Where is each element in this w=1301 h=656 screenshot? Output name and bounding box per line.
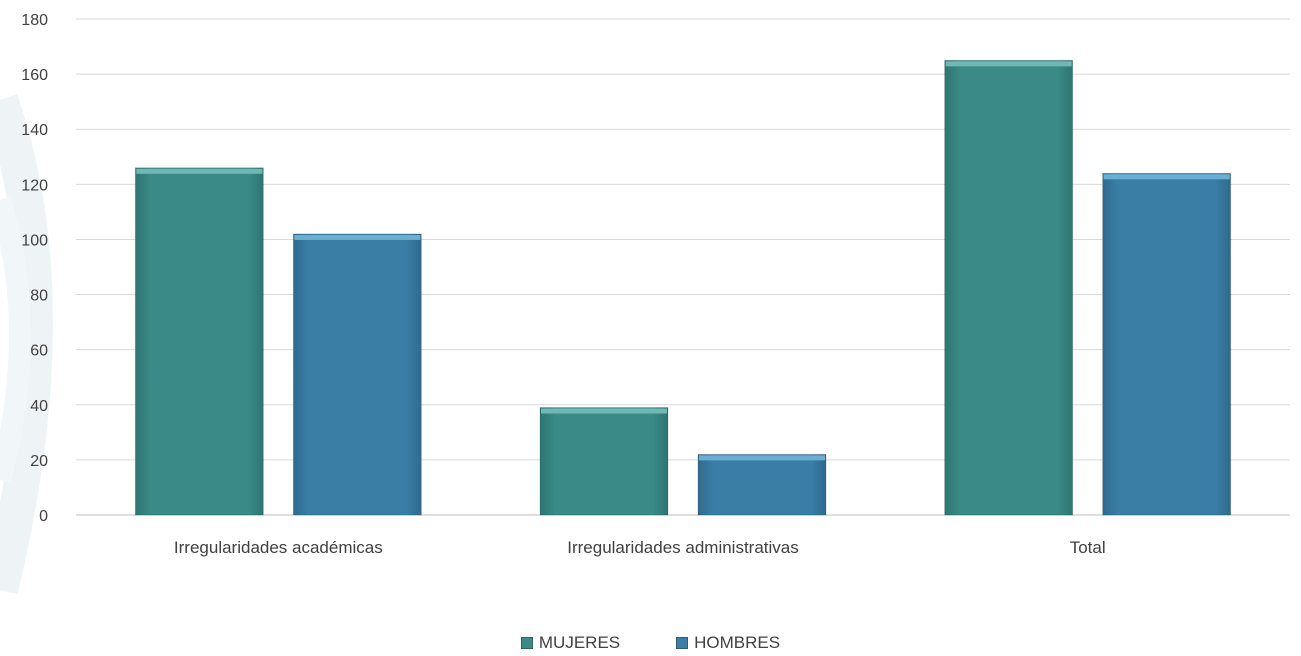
bar-mujeres-top-bevel [136,168,263,174]
bar-mujeres [134,167,264,516]
bars [134,59,1232,516]
bar-hombres-top-bevel [294,234,421,240]
y-tick-label: 140 [21,122,48,139]
y-tick-label: 80 [30,288,48,305]
x-category-label: Irregularidades administrativas [567,538,799,557]
legend: MUJERES HOMBRES [0,633,1301,653]
gridlines [76,18,1290,516]
legend-label-hombres: HOMBRES [694,633,781,652]
legend-swatch-mujeres [520,637,533,649]
bar-hombres [1102,172,1232,516]
y-tick-label: 20 [30,453,48,470]
bar-hombres [697,453,827,516]
y-tick-label: 60 [30,343,48,360]
x-category-label: Irregularidades académicas [174,538,383,557]
y-tick-label: 180 [21,12,48,29]
bar-hombres-top-bevel [1103,174,1230,180]
y-axis: 0 20 40 60 80 100 120 140 160 180 [21,12,48,525]
background-watermark [0,94,53,595]
bar-hombres [292,233,422,516]
x-axis: Irregularidades académicas Irregularidade… [174,538,1106,557]
y-tick-label: 0 [39,508,48,525]
legend-swatch-hombres [676,637,689,649]
bar-mujeres [944,59,1074,516]
y-tick-label: 40 [30,398,48,415]
legend-item-mujeres: MUJERES [520,633,621,653]
y-tick-label: 100 [21,232,48,249]
legend-label-mujeres: MUJERES [538,633,621,652]
legend-item-hombres: HOMBRES [676,633,780,653]
x-category-label: Total [1070,538,1106,557]
y-tick-label: 160 [21,67,48,84]
bar-mujeres-top-bevel [541,408,667,414]
bar-mujeres-top-bevel [945,61,1072,67]
bar-hombres-top-bevel [699,455,825,461]
bar-mujeres [539,407,669,516]
y-tick-label: 120 [21,177,48,194]
